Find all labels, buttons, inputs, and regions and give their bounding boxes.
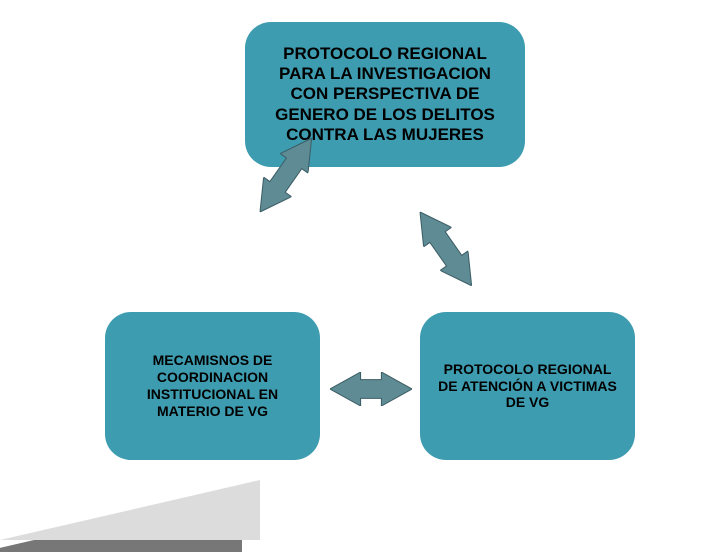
corner-triangle-light [0,480,260,540]
arrow-top-right [406,202,485,295]
node-bottom-right: PROTOCOLO REGIONAL DE ATENCIÓN A VICTIMA… [420,312,635,460]
node-bottom-left: MECAMISNOS DE COORDINACION INSTITUCIONAL… [105,312,320,460]
arrow-bottom [330,372,412,406]
